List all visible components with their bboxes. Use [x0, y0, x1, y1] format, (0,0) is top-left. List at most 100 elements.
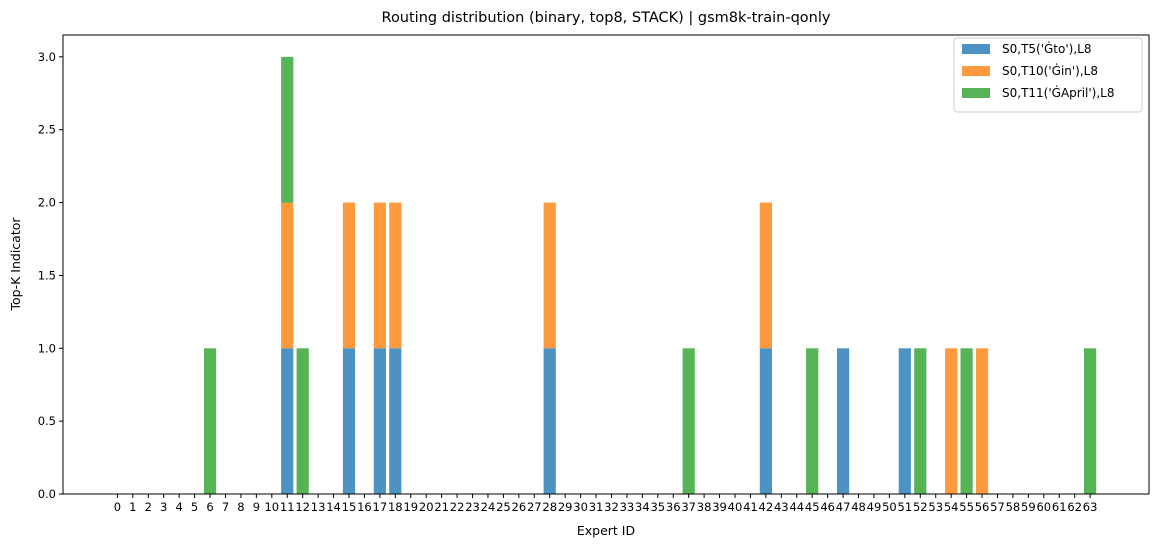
- x-tick-label: 36: [666, 500, 681, 514]
- bar-expert-42-series-1: [759, 202, 772, 349]
- x-tick-label: 43: [774, 500, 789, 514]
- bar-expert-51-series-0: [898, 348, 911, 494]
- legend-label: S0,T10('Ġin'),L8: [1002, 62, 1098, 78]
- x-axis-ticks: 0 1 2 3 4 5 6 7 8 9 10 11 12 13 14 15 16 17 18 19 20 21 22 23 24…: [114, 494, 1098, 514]
- x-axis-label: Expert ID: [577, 523, 635, 538]
- x-tick-label: 24: [481, 500, 496, 514]
- bar-expert-11-series-1: [281, 202, 294, 349]
- y-tick-label: 0.0: [38, 487, 56, 501]
- bar-expert-55-series-2: [960, 348, 973, 494]
- y-axis-label: Top-K Indicator: [8, 217, 23, 312]
- x-tick-label: 27: [527, 500, 542, 514]
- x-tick-label: 10: [264, 500, 279, 514]
- x-tick-label: 13: [311, 500, 326, 514]
- x-tick-label: 12: [295, 500, 310, 514]
- x-tick-label: 47: [836, 500, 851, 514]
- x-tick-label: 28: [542, 500, 557, 514]
- x-tick-label: 54: [944, 500, 959, 514]
- x-tick-label: 58: [1006, 500, 1021, 514]
- x-tick-label: 62: [1067, 500, 1082, 514]
- legend-swatch: [962, 66, 990, 76]
- x-tick-label: 18: [388, 500, 403, 514]
- bar-expert-12-series-2: [296, 348, 309, 494]
- x-tick-label: 20: [419, 500, 434, 514]
- x-tick-label: 34: [635, 500, 650, 514]
- bar-expert-28-series-0: [543, 348, 556, 494]
- x-tick-label: 59: [1021, 500, 1036, 514]
- x-tick-label: 3: [160, 500, 167, 514]
- bar-expert-28-series-1: [543, 202, 556, 349]
- x-tick-label: 31: [589, 500, 604, 514]
- bar-expert-47-series-0: [836, 348, 850, 494]
- x-tick-label: 29: [558, 500, 573, 514]
- x-tick-label: 5: [191, 500, 198, 514]
- bar-expert-45-series-2: [806, 348, 819, 494]
- x-tick-label: 55: [959, 500, 974, 514]
- x-tick-label: 22: [450, 500, 465, 514]
- legend-label: S0,T5('Ġto'),L8: [1002, 40, 1091, 56]
- x-tick-label: 45: [805, 500, 820, 514]
- x-tick-label: 57: [990, 500, 1005, 514]
- y-tick-label: 3.0: [38, 50, 56, 64]
- x-tick-label: 9: [253, 500, 260, 514]
- legend-label: S0,T11('ĠApril'),L8: [1002, 84, 1115, 100]
- x-tick-label: 30: [573, 500, 588, 514]
- bar-expert-17-series-0: [373, 348, 386, 494]
- bars-layer: [203, 56, 1097, 494]
- legend: S0,T5('Ġto'),L8 S0,T10('Ġin'),L8 S0,T11('Ġ…: [953, 37, 1143, 113]
- bar-expert-11-series-0: [281, 348, 294, 494]
- x-tick-label: 53: [928, 500, 943, 514]
- bar-expert-6-series-2: [203, 348, 217, 494]
- bar-expert-17-series-1: [373, 202, 386, 349]
- y-tick-label: 2.0: [38, 196, 56, 210]
- x-tick-label: 42: [759, 500, 774, 514]
- bar-expert-37-series-2: [682, 348, 695, 494]
- x-tick-label: 25: [496, 500, 511, 514]
- y-tick-label: 2.5: [38, 123, 56, 137]
- x-tick-label: 44: [789, 500, 804, 514]
- bar-expert-18-series-0: [389, 348, 402, 494]
- x-tick-label: 14: [326, 500, 341, 514]
- bar-expert-18-series-1: [389, 202, 402, 349]
- x-tick-label: 40: [728, 500, 743, 514]
- x-tick-label: 46: [820, 500, 835, 514]
- x-tick-label: 19: [403, 500, 418, 514]
- x-tick-label: 49: [867, 500, 882, 514]
- bar-expert-15-series-1: [342, 202, 356, 349]
- x-tick-label: 26: [512, 500, 527, 514]
- bar-expert-63-series-2: [1084, 348, 1097, 494]
- x-tick-label: 1: [129, 500, 136, 514]
- x-tick-label: 35: [650, 500, 665, 514]
- x-tick-label: 23: [465, 500, 480, 514]
- x-tick-label: 61: [1052, 500, 1067, 514]
- x-tick-label: 6: [206, 500, 213, 514]
- x-tick-label: 56: [975, 500, 990, 514]
- x-tick-label: 60: [1036, 500, 1051, 514]
- x-tick-label: 11: [280, 500, 295, 514]
- y-tick-label: 1.0: [38, 341, 56, 355]
- y-tick-label: 0.5: [38, 414, 56, 428]
- x-tick-label: 50: [882, 500, 897, 514]
- chart-title: Routing distribution (binary, top8, STAC…: [382, 10, 831, 26]
- x-tick-label: 41: [743, 500, 758, 514]
- bar-expert-54-series-1: [945, 348, 958, 494]
- x-tick-label: 38: [697, 500, 712, 514]
- bar-expert-42-series-0: [759, 348, 772, 494]
- bar-expert-56-series-1: [975, 348, 989, 494]
- x-tick-label: 8: [237, 500, 244, 514]
- x-tick-label: 17: [373, 500, 388, 514]
- x-tick-label: 52: [913, 500, 928, 514]
- x-tick-label: 39: [712, 500, 727, 514]
- x-tick-label: 7: [222, 500, 229, 514]
- x-tick-label: 63: [1083, 500, 1098, 514]
- y-axis-ticks: 0.0 0.5 1.0 1.5 2.0 2.5 3.0: [38, 50, 63, 501]
- bar-expert-15-series-0: [342, 348, 356, 494]
- x-tick-label: 48: [851, 500, 866, 514]
- x-tick-label: 0: [114, 500, 121, 514]
- x-tick-label: 15: [342, 500, 357, 514]
- x-tick-label: 32: [604, 500, 619, 514]
- x-tick-label: 4: [175, 500, 182, 514]
- x-tick-label: 2: [145, 500, 152, 514]
- x-tick-label: 33: [620, 500, 635, 514]
